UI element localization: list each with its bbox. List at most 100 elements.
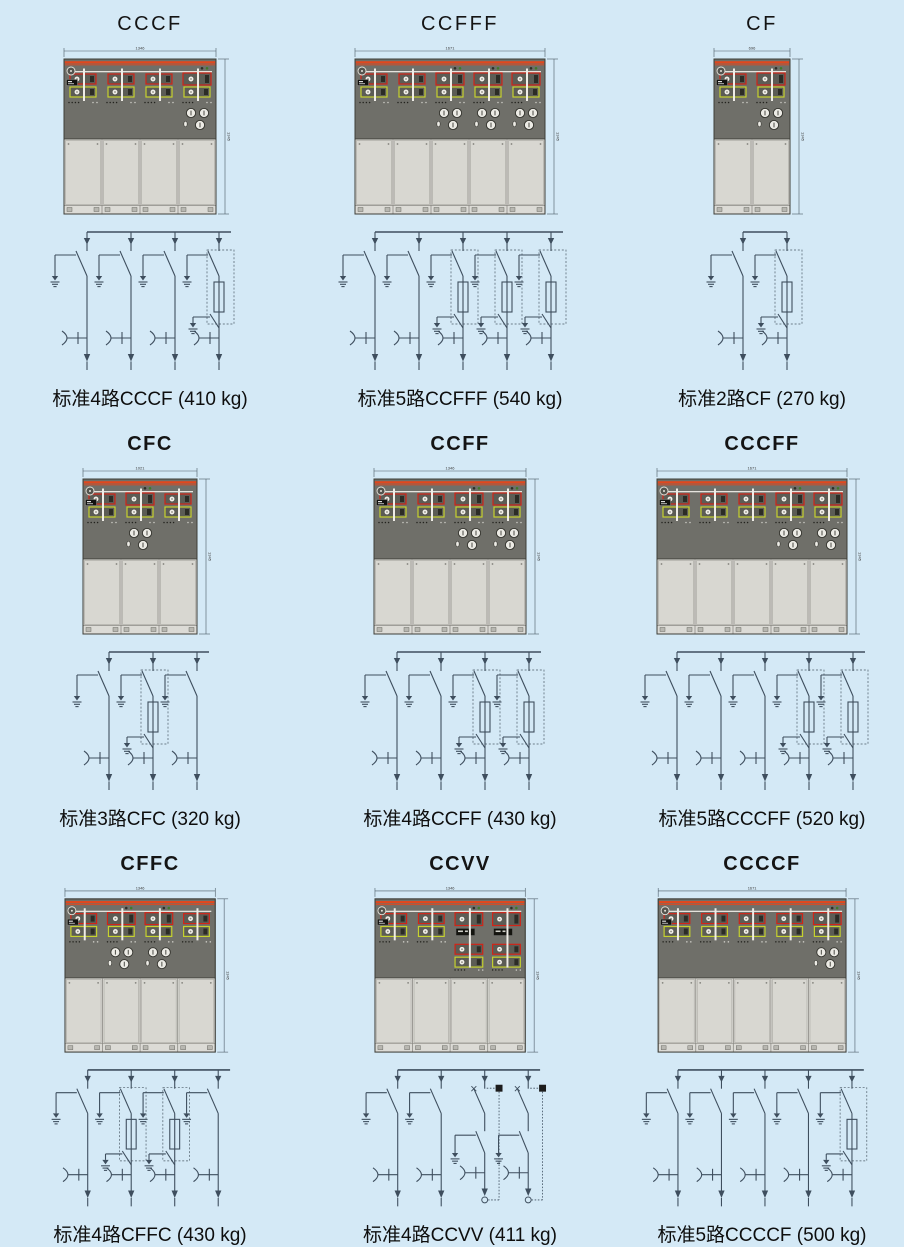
feeder-c — [360, 652, 401, 790]
cable-symbol — [62, 1167, 88, 1182]
nameplate — [716, 79, 728, 86]
feeder-c — [405, 1069, 445, 1207]
cable-symbol — [349, 330, 375, 346]
switch-symbol — [429, 670, 442, 697]
switch-symbol — [451, 250, 464, 277]
cable-symbol — [372, 1167, 398, 1182]
earth-symbol — [514, 276, 524, 288]
height-label: 1345 — [226, 971, 231, 981]
cable-symbol — [651, 750, 677, 766]
nameplate — [660, 918, 672, 925]
width-label: 1671 — [748, 465, 758, 470]
switch-symbol — [777, 313, 788, 329]
switch-symbol — [799, 733, 810, 749]
gauge-icon — [659, 486, 669, 496]
earth-symbol — [685, 1113, 695, 1125]
height-dimension: 1345 — [218, 58, 232, 215]
feeder-c — [641, 1069, 682, 1207]
cable-symbol — [83, 750, 109, 766]
cable-symbol — [739, 750, 765, 766]
cable-symbol — [503, 1165, 529, 1180]
earth-symbol — [51, 1113, 61, 1125]
feeder-f — [448, 652, 501, 790]
cabinet-front-view: 1346 1345 — [374, 885, 541, 1053]
cable-symbol — [127, 750, 153, 766]
cable-symbol — [171, 750, 197, 766]
earth-symbol — [728, 1113, 738, 1125]
cable-symbol — [826, 1167, 852, 1182]
unit-title: CFFC — [120, 853, 180, 875]
gauge-icon — [377, 905, 387, 915]
cable-symbol — [459, 1165, 485, 1180]
height-dimension: 1345 — [547, 58, 561, 215]
switch-symbol — [385, 670, 398, 697]
feeder-c — [684, 652, 725, 790]
feeder-c — [640, 652, 681, 790]
cable-symbol — [695, 750, 721, 766]
unit-caption: 标准5路CCFFF (540 kg) — [357, 389, 563, 410]
switch-symbol — [709, 670, 722, 697]
feeder-f — [426, 232, 479, 370]
earth-symbol — [772, 1113, 782, 1125]
single-line-diagram — [706, 231, 803, 370]
switch-symbol — [775, 250, 788, 277]
switch-symbol — [710, 1088, 722, 1114]
width-dimension: 696 — [713, 45, 791, 57]
earth-symbol — [360, 696, 370, 708]
cable-symbol — [61, 330, 87, 346]
feeder-c — [772, 1069, 812, 1207]
unit-title: CCCF — [117, 13, 183, 35]
unit-title: CCFFF — [420, 13, 500, 35]
feeder-c — [404, 652, 445, 790]
switch-symbol — [121, 1150, 132, 1165]
switch-symbol — [119, 1088, 132, 1114]
nameplate — [357, 79, 369, 86]
cable-symbol — [783, 750, 809, 766]
single-line-diagram — [72, 651, 209, 790]
earth-symbol — [641, 1113, 651, 1125]
height-dimension: 1345 — [848, 898, 861, 1053]
earth-symbol — [816, 696, 826, 708]
unit-title: CF — [746, 13, 778, 35]
cabinet-front-view: 1346 1345 — [63, 45, 232, 215]
unit-caption: 标准5路CCCCF (500 kg) — [657, 1225, 867, 1246]
feeder-f — [750, 232, 803, 370]
height-dimension: 1345 — [528, 478, 542, 635]
switch-symbol — [753, 1088, 766, 1114]
earth-symbol — [160, 696, 170, 708]
gauge-icon — [660, 905, 670, 915]
cable-symbol — [696, 1167, 722, 1182]
earth-symbol — [432, 323, 442, 335]
feeder-c — [338, 232, 379, 370]
unit-cell: CFC 1021 1345 标准3路CFC (320 kg) — [0, 420, 300, 840]
switch-symbol — [97, 670, 110, 697]
breaker-symbol — [495, 1084, 503, 1092]
earth-symbol — [182, 1113, 192, 1125]
feeder-c — [94, 232, 135, 370]
gauge-icon — [376, 486, 386, 496]
unit-title: CFC — [127, 433, 173, 455]
switch-symbol — [407, 250, 420, 277]
width-label: 1346 — [136, 885, 146, 890]
switch-symbol — [518, 1130, 529, 1153]
switch-symbol — [165, 1150, 176, 1165]
cable-symbol — [416, 1167, 442, 1182]
switch-symbol — [731, 250, 744, 277]
switch-symbol — [363, 250, 376, 277]
test-point-symbol — [524, 1196, 532, 1204]
switch-symbol — [841, 670, 854, 697]
unit-cell: CCCF 1346 1345 标准4路CCCF (410 kg) — [0, 0, 300, 420]
single-line-diagram — [641, 1068, 868, 1207]
switch-symbol — [539, 250, 552, 277]
unit-title: CCVV — [429, 853, 491, 875]
cable-symbol — [393, 330, 419, 346]
earth-symbol — [72, 696, 82, 708]
earth-symbol — [426, 276, 436, 288]
earth-symbol — [772, 696, 782, 708]
cable-symbol — [761, 330, 787, 346]
cable-symbol — [149, 330, 175, 346]
cabinet-front-view: 1346 1345 — [373, 465, 542, 635]
cable-symbol — [739, 1167, 765, 1182]
switch-symbol — [119, 250, 132, 277]
feeder-f — [816, 652, 869, 790]
